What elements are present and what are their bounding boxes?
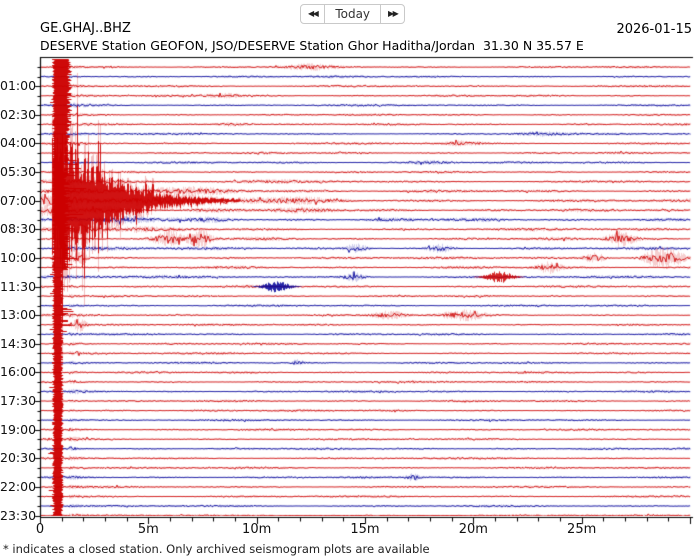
y-axis-label: 10:00	[0, 249, 37, 265]
x-axis-label: 5m	[137, 522, 159, 537]
y-axis-label: 11:30	[0, 278, 37, 294]
y-axis-label: 23:30	[0, 507, 37, 523]
y-axis-label: 16:00	[0, 364, 37, 380]
y-axis-label: 07:00	[0, 192, 37, 208]
y-axis-label: 13:00	[0, 307, 37, 323]
x-axis-label: 10m	[242, 522, 272, 537]
y-axis-label: 14:30	[0, 335, 37, 351]
closed-station-footnote: * indicates a closed station. Only archi…	[3, 542, 430, 556]
x-axis-label: 25m	[567, 522, 597, 537]
helicorder-seismogram-plot	[0, 0, 700, 540]
y-axis-label: 02:30	[0, 106, 37, 122]
y-axis-label: 17:30	[0, 393, 37, 409]
y-axis-label: 20:30	[0, 450, 37, 466]
x-axis-label: 20m	[458, 522, 488, 537]
y-axis-label: 22:00	[0, 478, 37, 494]
y-axis-label: 19:00	[0, 421, 37, 437]
y-axis-label: 01:00	[0, 78, 37, 94]
x-axis-label: 15m	[350, 522, 380, 537]
y-axis-label: 08:30	[0, 221, 37, 237]
x-axis-label: 0	[35, 522, 45, 537]
y-axis-label: 05:30	[0, 164, 37, 180]
y-axis-label: 04:00	[0, 135, 37, 151]
